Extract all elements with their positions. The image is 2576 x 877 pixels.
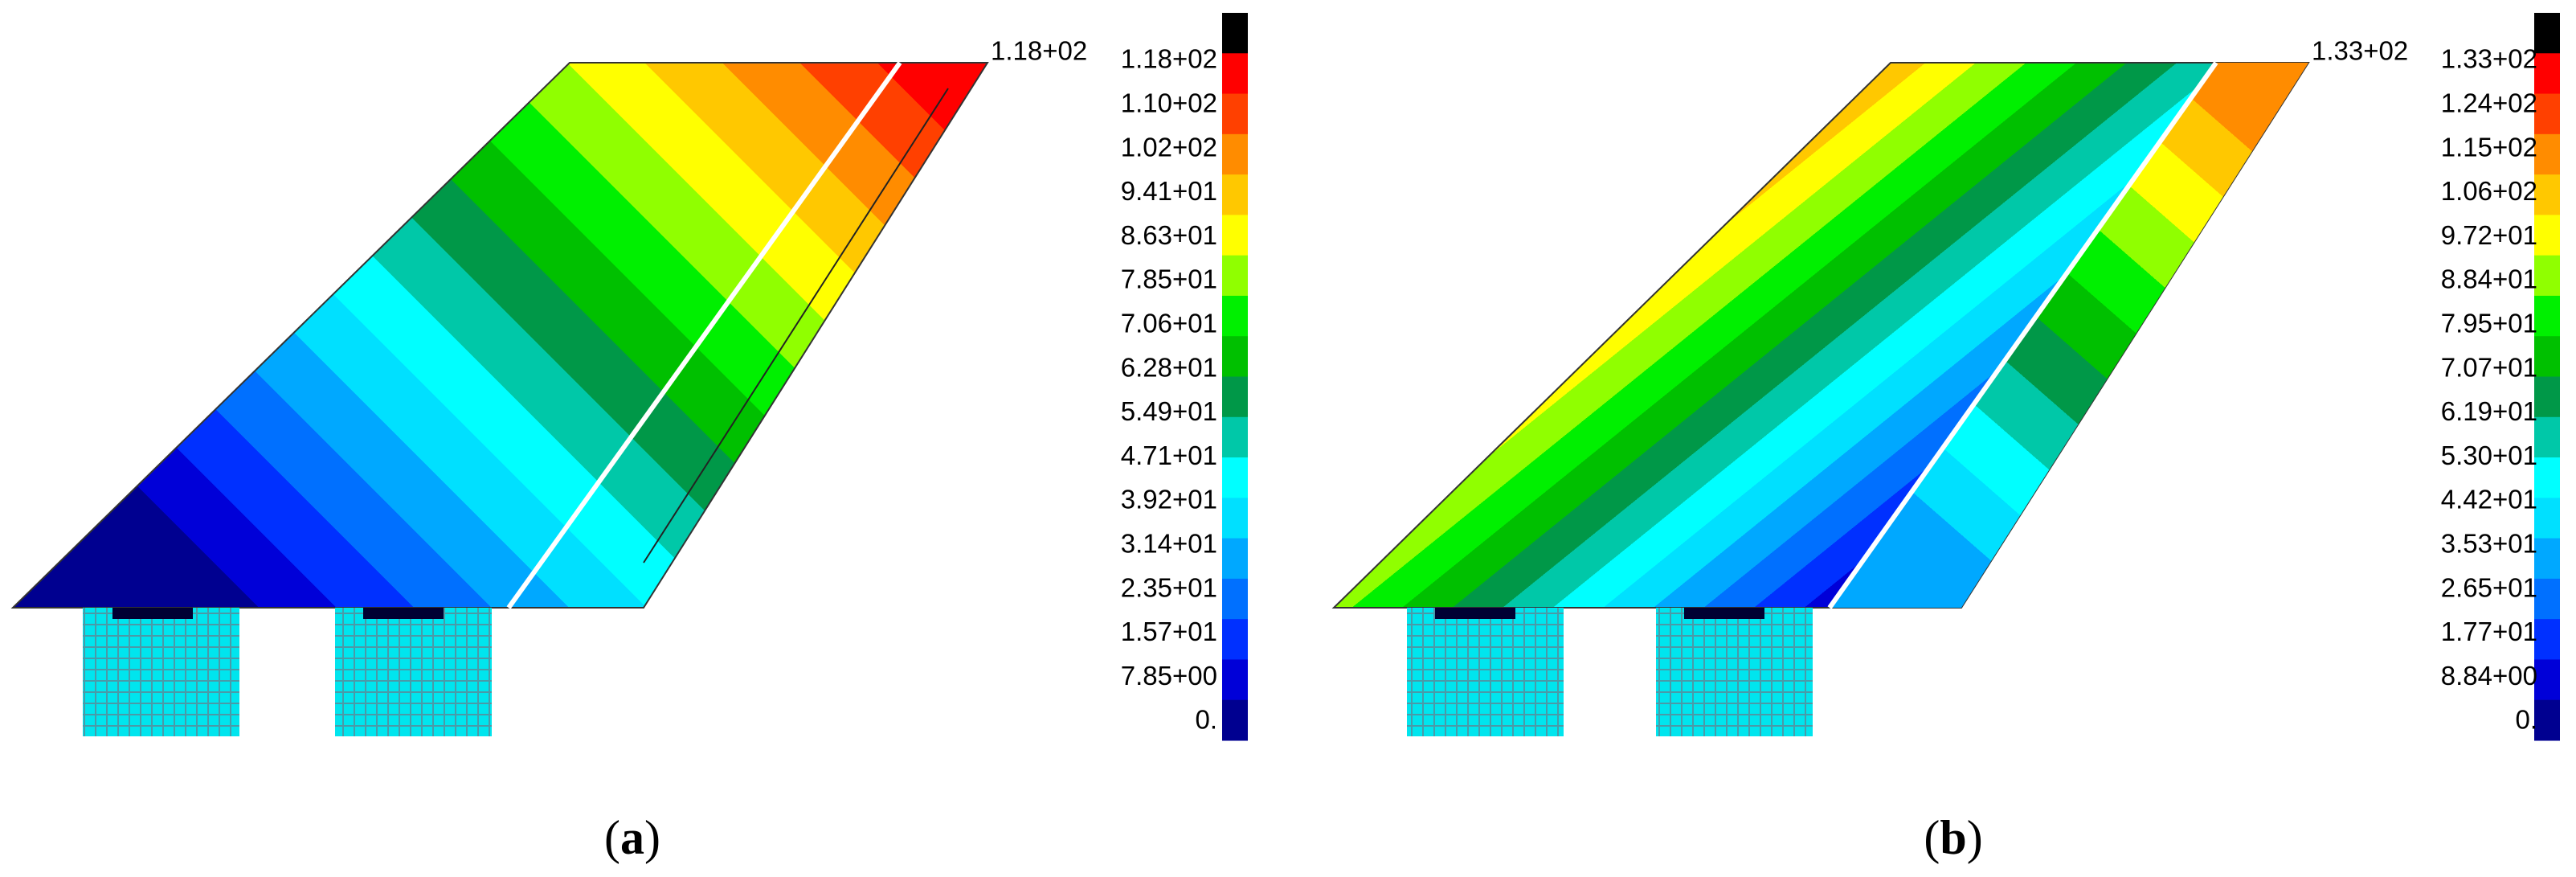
legend-swatch xyxy=(1222,578,1248,620)
legend-label: 4.42+01 xyxy=(2441,485,2537,514)
legend-label: 1.02+02 xyxy=(1121,132,1217,162)
spar-line xyxy=(506,61,902,609)
legend-label: 8.84+00 xyxy=(2441,661,2537,691)
mesh-block xyxy=(1407,608,1564,736)
legend-label: 7.85+01 xyxy=(1121,264,1217,294)
legend-swatch xyxy=(1222,416,1248,458)
legend-swatch xyxy=(1222,53,1248,95)
legend-swatch xyxy=(1222,215,1248,256)
legend-label: 2.35+01 xyxy=(1121,572,1217,602)
legend-label: 4.71+01 xyxy=(1121,441,1217,470)
caption-part: ( xyxy=(604,811,620,864)
legend-label: 8.63+01 xyxy=(1121,220,1217,250)
legend-swatch xyxy=(2534,376,2560,418)
caption-part: ) xyxy=(644,811,660,864)
panel-b: 1.33+02 xyxy=(1331,36,2408,736)
legend-swatch xyxy=(1222,336,1248,377)
legend-swatch xyxy=(2534,619,2560,660)
legend-swatch xyxy=(2534,659,2560,701)
wing-contour xyxy=(1830,63,2308,608)
legend-swatch xyxy=(2534,336,2560,377)
legend-swatch xyxy=(1222,133,1248,175)
legend-swatch xyxy=(2534,416,2560,458)
legend-label: 1.15+02 xyxy=(2441,132,2537,162)
legend-label: 9.41+01 xyxy=(1121,176,1217,206)
legend-swatch xyxy=(1222,659,1248,701)
legend-swatch xyxy=(2534,13,2560,54)
legend-label: 1.57+01 xyxy=(1121,617,1217,646)
legend-label: 1.10+02 xyxy=(1121,88,1217,118)
mesh-root xyxy=(1435,608,1515,619)
legend-label: 7.07+01 xyxy=(2441,352,2537,382)
legend-swatch xyxy=(1222,255,1248,297)
caption-letter: b xyxy=(1940,811,1966,864)
mesh-block xyxy=(83,608,239,736)
mesh-root xyxy=(1684,608,1764,619)
panel-a: 1.18+02 xyxy=(10,36,1087,736)
legend-label: 5.49+01 xyxy=(1121,396,1217,426)
legend-swatch xyxy=(1222,498,1248,539)
legend-label: 7.85+00 xyxy=(1121,661,1217,691)
mesh-root xyxy=(112,608,193,619)
legend-label: 0. xyxy=(2515,705,2537,735)
legend-label: 8.84+01 xyxy=(2441,264,2537,294)
legend-swatch xyxy=(2534,133,2560,175)
legend-label: 7.06+01 xyxy=(1121,309,1217,338)
legend-swatch xyxy=(1222,699,1248,741)
legend-swatch xyxy=(2534,53,2560,95)
spar-line xyxy=(643,88,949,563)
caption: (a) xyxy=(604,811,660,864)
legend-swatch xyxy=(1222,457,1248,498)
legend-swatch xyxy=(2534,457,2560,498)
caption-letter: a xyxy=(620,811,644,864)
legend-swatch xyxy=(2534,498,2560,539)
legend-label: 3.53+01 xyxy=(2441,529,2537,559)
legend-swatch xyxy=(1222,538,1248,580)
legend-swatch xyxy=(2534,538,2560,580)
legend-swatch xyxy=(1222,295,1248,337)
caption-part: ) xyxy=(1967,811,1983,864)
legend-label: 1.77+01 xyxy=(2441,617,2537,646)
legend-label: 3.92+01 xyxy=(1121,485,1217,514)
spar-line xyxy=(1827,61,2218,609)
mesh-root xyxy=(363,608,444,619)
caption: (b) xyxy=(1924,811,1982,864)
max-label: 1.18+02 xyxy=(991,36,1087,66)
legend-label: 1.24+02 xyxy=(2441,88,2537,118)
legend-label: 9.72+01 xyxy=(2441,220,2537,250)
legend-swatch xyxy=(2534,295,2560,337)
legend-label: 0. xyxy=(1195,705,1217,735)
legend-swatch xyxy=(2534,215,2560,256)
legend-label: 1.18+02 xyxy=(1121,44,1217,74)
legend-swatch xyxy=(2534,93,2560,135)
legend-swatch xyxy=(1222,13,1248,54)
caption-part: ( xyxy=(1924,811,1940,864)
legend-label: 1.33+02 xyxy=(2441,44,2537,74)
legend-label: 3.14+01 xyxy=(1121,529,1217,559)
legend-label: 7.95+01 xyxy=(2441,309,2537,338)
legend-swatch xyxy=(2534,699,2560,741)
legend-swatch xyxy=(1222,619,1248,660)
legend-swatch xyxy=(2534,578,2560,620)
legend-label: 5.30+01 xyxy=(2441,441,2537,470)
legend-label: 1.06+02 xyxy=(2441,176,2537,206)
max-label: 1.33+02 xyxy=(2312,36,2408,66)
mesh-block xyxy=(1656,608,1813,736)
legend-label: 6.28+01 xyxy=(1121,352,1217,382)
legend-swatch xyxy=(1222,93,1248,135)
legend-swatch xyxy=(2534,255,2560,297)
legend-label: 2.65+01 xyxy=(2441,572,2537,602)
legend-swatch xyxy=(1222,174,1248,215)
legend-swatch xyxy=(1222,376,1248,418)
legend-swatch xyxy=(2534,174,2560,215)
mesh-block xyxy=(335,608,492,736)
legend-label: 6.19+01 xyxy=(2441,396,2537,426)
